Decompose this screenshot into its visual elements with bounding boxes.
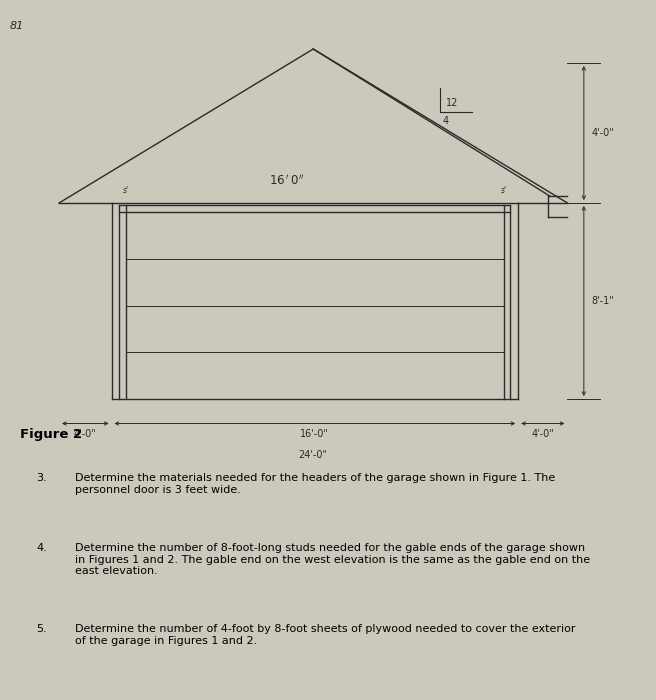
Text: 3.: 3.: [36, 473, 47, 483]
Text: Determine the number of 8-foot-long studs needed for the gable ends of the garag: Determine the number of 8-foot-long stud…: [75, 543, 590, 576]
Text: 8'-1": 8'-1": [592, 296, 615, 306]
Text: Figure 2: Figure 2: [20, 428, 82, 442]
Text: 81: 81: [10, 21, 24, 31]
Text: 12: 12: [446, 99, 459, 108]
Text: 4: 4: [443, 116, 449, 125]
Text: Determine the number of 4-foot by 8-foot sheets of plywood needed to cover the e: Determine the number of 4-foot by 8-foot…: [75, 624, 576, 646]
Text: 4'-0": 4'-0": [531, 429, 554, 439]
Text: 4'-0": 4'-0": [74, 429, 96, 439]
Text: 24'-0": 24'-0": [298, 450, 328, 460]
Text: s': s': [123, 186, 129, 195]
Text: $\it{16\,'\,0''}$: $\it{16\,'\,0''}$: [269, 174, 305, 188]
Text: 5.: 5.: [36, 624, 47, 634]
Text: s': s': [501, 186, 507, 195]
Text: 16'-0": 16'-0": [300, 429, 329, 439]
Text: Determine the materials needed for the headers of the garage shown in Figure 1. : Determine the materials needed for the h…: [75, 473, 556, 495]
Text: 4'-0": 4'-0": [592, 128, 615, 138]
Text: 4.: 4.: [36, 543, 47, 553]
